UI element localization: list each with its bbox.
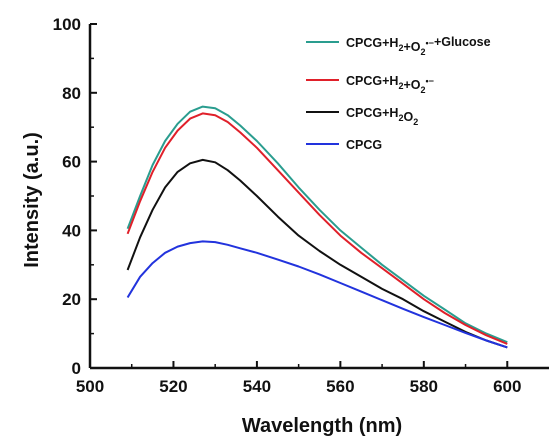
y-tick-label: 20 (62, 290, 81, 309)
x-tick-label: 580 (410, 377, 438, 396)
y-tick-label: 60 (62, 153, 81, 172)
x-tick-label: 600 (493, 377, 521, 396)
axes: 500 520 540 560 580 600 0 20 40 60 80 100 (53, 15, 549, 396)
legend: CPCG+H2+O2•−+Glucose CPCG+H2+O2•− CPCG+H2O… (306, 35, 491, 152)
y-tick-label: 40 (62, 221, 81, 240)
x-tick-label: 520 (159, 377, 187, 396)
y-tick-label: 0 (72, 359, 81, 378)
series-line-1 (126, 112, 508, 345)
series-line-2 (126, 158, 508, 349)
plot-area (126, 105, 508, 349)
series-line-0 (126, 105, 508, 344)
y-tick-label: 100 (53, 15, 81, 34)
x-axis-title: Wavelength (nm) (242, 415, 402, 437)
legend-label-3: CPCG (346, 138, 382, 152)
x-tick-label: 540 (243, 377, 271, 396)
y-tick-label: 80 (62, 84, 81, 103)
series-line-3 (126, 240, 508, 349)
legend-label-2: CPCG+H2O2 (346, 106, 418, 127)
legend-label-0: CPCG+H2+O2•−+Glucose (346, 35, 491, 57)
x-tick-label: 560 (326, 377, 354, 396)
x-tick-label: 500 (76, 377, 104, 396)
y-axis-title: Intensity (a.u.) (21, 132, 43, 268)
legend-label-1: CPCG+H2+O2•− (346, 74, 434, 95)
